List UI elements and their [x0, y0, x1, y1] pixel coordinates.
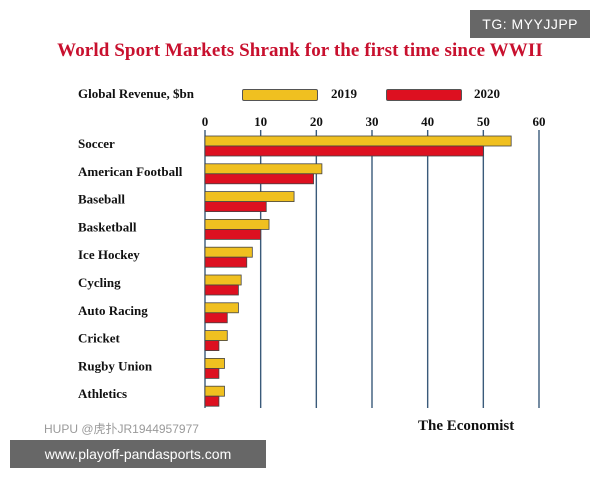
category-label: Athletics: [78, 386, 127, 401]
category-label: American Football: [78, 164, 183, 179]
category-label: Soccer: [78, 136, 115, 151]
legend-label-2020: 2020: [474, 86, 500, 101]
source-credit: The Economist: [418, 418, 515, 434]
bar-2020-cricket: [204, 340, 220, 352]
category-label: Cricket: [78, 331, 121, 346]
category-label: Auto Racing: [78, 303, 148, 318]
bar-2019-american-football: [204, 163, 323, 175]
bar-2019-cycling: [204, 274, 242, 286]
bar-2020-baseball: [204, 201, 267, 213]
bar-2020-american-football: [204, 173, 314, 185]
bar-2020-auto-racing: [204, 312, 228, 324]
bar-2020-athletics: [204, 395, 220, 407]
bar-2019-baseball: [204, 191, 295, 203]
category-label: Ice Hockey: [78, 247, 140, 262]
category-label: Basketball: [78, 219, 137, 234]
x-tick-label: 10: [254, 114, 267, 129]
x-tick-label: 60: [533, 114, 546, 129]
x-tick-label: 20: [310, 114, 323, 129]
x-tick-label: 50: [477, 114, 490, 129]
watermark-banner: www.playoff-pandasports.com: [10, 440, 266, 468]
bar-2020-rugby-union: [204, 367, 220, 379]
x-tick-label: 30: [366, 114, 379, 129]
x-tick-label: 40: [421, 114, 434, 129]
legend-label-2019: 2019: [331, 86, 357, 101]
bar-2019-basketball: [204, 218, 270, 230]
legend-axis-label: Global Revenue, $bn: [78, 86, 194, 101]
chart-title: World Sport Markets Shrank for the first…: [57, 40, 543, 61]
bar-2019-soccer: [204, 135, 512, 147]
legend-swatch-2019: [242, 89, 318, 101]
bar-2020-ice-hockey: [204, 256, 248, 268]
category-label: Baseball: [78, 192, 125, 207]
bar-2020-basketball: [204, 228, 262, 240]
legend-swatch-2020: [386, 89, 462, 101]
bar-2019-ice-hockey: [204, 246, 253, 258]
bar-2019-rugby-union: [204, 357, 225, 369]
bar-2019-athletics: [204, 385, 225, 397]
category-label: Cycling: [78, 275, 121, 290]
bar-2019-cricket: [204, 330, 228, 342]
watermark-hupu: HUPU @虎扑JR1944957977: [44, 422, 199, 436]
bar-2020-soccer: [204, 145, 484, 157]
x-tick-label: 0: [202, 114, 209, 129]
watermark-badge: TG: MYYJJPP: [470, 10, 590, 38]
category-label: Rugby Union: [78, 358, 153, 373]
bar-2019-auto-racing: [204, 302, 239, 314]
bar-2020-cycling: [204, 284, 239, 296]
